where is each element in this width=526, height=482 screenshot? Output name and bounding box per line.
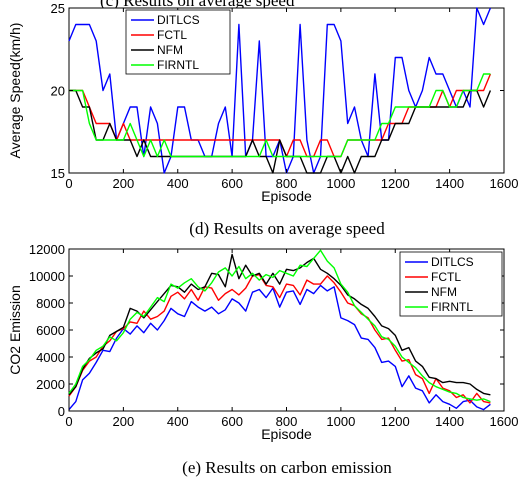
x-tick-label: 400 (167, 414, 189, 429)
y-tick-label: 15 (51, 166, 65, 181)
y-tick-label: 2000 (36, 377, 65, 392)
series-line-firntl (69, 73, 491, 158)
series-line-firntl (68, 249, 491, 403)
series-line-fctl (68, 273, 491, 404)
caption-top-partial: (c) Results on average speed (100, 0, 295, 10)
legend-label-nfm: NFM (431, 285, 457, 299)
caption-d: (d) Results on average speed (189, 219, 385, 238)
x-tick-label: 1600 (490, 414, 519, 429)
chart-co2-emission: 0 200 400 600 800 1000 1200 1400 1600 0 2000 4000 60… (7, 242, 518, 442)
legend-label-firntl: FIRNTL (431, 300, 473, 314)
y-tick-label: 4000 (36, 350, 65, 365)
x-tick-label: 600 (221, 176, 243, 191)
legend-label-ditlcs: DITLCS (157, 13, 200, 27)
series-line-ditlcs (68, 284, 491, 411)
x-tick-label: 1400 (435, 176, 464, 191)
y-axis-label: Average Speed(km/h) (7, 23, 23, 159)
x-tick-label: 200 (113, 176, 135, 191)
x-tick-label: 0 (65, 176, 72, 191)
legend-label-ditlcs: DITLCS (431, 255, 474, 269)
caption-e: (e) Results on carbon emission (182, 458, 392, 477)
x-tick-label: 1000 (326, 414, 355, 429)
legend-label-fctl: FCTL (431, 270, 461, 284)
y-tick-label: 10000 (29, 269, 65, 284)
chart-average-speed: 0 200 400 600 800 1000 1200 1400 1600 15 20 25 Episo… (7, 1, 518, 204)
y-tick-label: 20 (51, 84, 65, 99)
legend-label-fctl: FCTL (157, 28, 187, 42)
y-tick-label: 6000 (36, 323, 65, 338)
legend-label-firntl: FIRNTL (157, 58, 199, 72)
y-tick-label: 25 (51, 1, 65, 16)
y-tick-label: 8000 (36, 296, 65, 311)
x-tick-label: 800 (276, 176, 298, 191)
x-tick-label: 1200 (381, 176, 410, 191)
x-tick-label: 1200 (381, 414, 410, 429)
y-tick-label: 0 (58, 404, 65, 419)
x-tick-label: 600 (221, 414, 243, 429)
x-tick-label: 200 (113, 414, 135, 429)
x-tick-label: 1400 (435, 414, 464, 429)
x-tick-label: 1000 (326, 176, 355, 191)
x-axis-label: Episode (261, 426, 312, 442)
y-tick-label: 12000 (29, 242, 65, 257)
legend-label-nfm: NFM (157, 43, 183, 57)
x-tick-label: 800 (276, 414, 298, 429)
x-tick-label: 1600 (490, 176, 519, 191)
y-axis-label: CO2 Emission (7, 285, 23, 374)
x-tick-label: 0 (65, 414, 72, 429)
x-tick-label: 400 (167, 176, 189, 191)
x-axis-label: Episode (261, 188, 312, 204)
